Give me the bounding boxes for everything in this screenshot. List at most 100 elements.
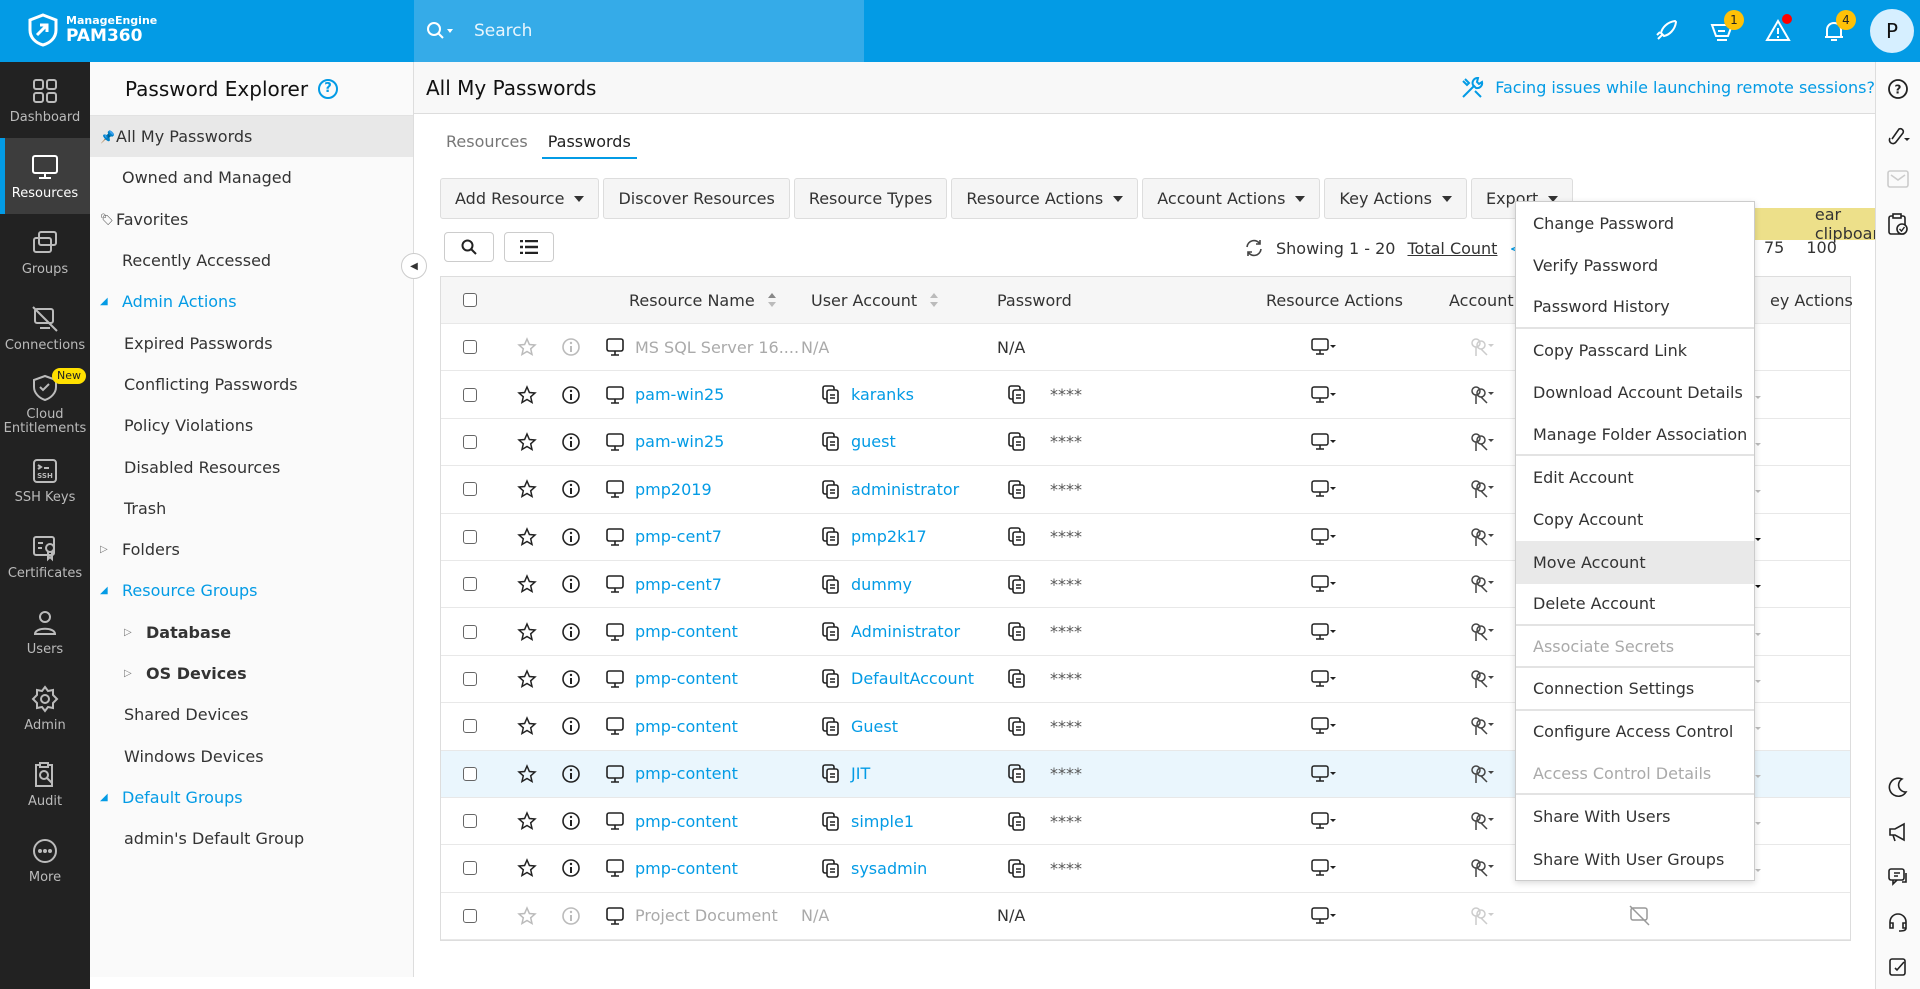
menu-item-share-with-users[interactable]: Share With Users: [1533, 807, 1671, 827]
user-account-link[interactable]: Guest: [851, 716, 898, 736]
star-icon[interactable]: [517, 669, 537, 689]
tree-item-recently-accessed[interactable]: Recently Accessed: [90, 240, 413, 281]
nav-item-dashboard[interactable]: Dashboard: [0, 62, 90, 138]
row-checkbox[interactable]: [463, 577, 477, 592]
resource-name-link[interactable]: pmp-content: [635, 622, 738, 642]
star-icon[interactable]: [517, 811, 537, 831]
nav-item-certificates[interactable]: Certificates: [0, 518, 90, 594]
user-account-link[interactable]: dummy: [851, 574, 912, 594]
tree-item-disabled-resources[interactable]: Disabled Resources: [90, 446, 413, 487]
nav-item-connections[interactable]: Connections: [0, 290, 90, 366]
copy-password-icon[interactable]: [1007, 668, 1027, 689]
remote-session-help-link[interactable]: Facing issues while launching remote ses…: [1459, 75, 1875, 101]
copy-account-icon[interactable]: [821, 479, 841, 500]
account-actions-icon[interactable]: [1469, 668, 1495, 690]
sort-icon[interactable]: [767, 292, 777, 308]
nav-item-cloud-entitlements[interactable]: Cloud Entitlements New: [0, 366, 90, 442]
refresh-icon[interactable]: [1244, 238, 1264, 258]
resource-actions-icon[interactable]: [1311, 811, 1337, 831]
info-icon[interactable]: [561, 858, 581, 878]
tree-item-admin-actions[interactable]: ◢ Admin Actions: [90, 281, 413, 322]
expanded-icon[interactable]: ◢: [100, 296, 108, 308]
account-actions-icon[interactable]: [1469, 526, 1495, 548]
copy-account-icon[interactable]: [821, 763, 841, 784]
copy-account-icon[interactable]: [821, 858, 841, 879]
info-icon[interactable]: [561, 764, 581, 784]
tree-item-shared-devices[interactable]: Shared Devices: [90, 694, 413, 735]
user-account-link[interactable]: karanks: [851, 385, 914, 405]
row-checkbox[interactable]: [463, 671, 477, 686]
resource-name-link[interactable]: pmp-content: [635, 764, 738, 784]
resource-name-link[interactable]: pam-win25: [635, 385, 725, 405]
alerts-button[interactable]: [1750, 0, 1806, 62]
avatar[interactable]: P: [1870, 9, 1914, 53]
star-icon[interactable]: [517, 526, 537, 547]
copy-account-icon[interactable]: [821, 431, 841, 452]
account-actions-icon[interactable]: [1469, 336, 1495, 358]
copy-password-icon[interactable]: [1007, 479, 1027, 500]
copy-password-icon[interactable]: [1007, 574, 1027, 595]
page-size-100[interactable]: 100: [1806, 238, 1837, 257]
account-actions-icon[interactable]: [1469, 857, 1495, 879]
star-icon[interactable]: [517, 337, 537, 357]
star-icon[interactable]: [517, 905, 537, 926]
menu-item-move-account[interactable]: Move Account: [1516, 541, 1754, 584]
row-checkbox[interactable]: [463, 814, 477, 829]
copy-password-icon[interactable]: [1007, 384, 1027, 405]
star-icon[interactable]: [517, 479, 537, 499]
resource-actions-icon[interactable]: [1311, 479, 1337, 499]
tree-item-windows-devices[interactable]: Windows Devices: [90, 735, 413, 776]
feedback-button[interactable]: [1876, 944, 1920, 989]
info-icon[interactable]: [561, 622, 581, 642]
resource-name-link[interactable]: pmp-content: [635, 669, 738, 689]
tree-item-policy-violations[interactable]: Policy Violations: [90, 405, 413, 446]
menu-item-manage-folder-association[interactable]: Manage Folder Association: [1516, 414, 1754, 457]
resource-actions-icon[interactable]: [1311, 385, 1337, 405]
resource-name-link[interactable]: pmp-content: [635, 716, 738, 736]
collapse-panel-button[interactable]: ◀: [401, 253, 427, 279]
cart-button[interactable]: 1: [1694, 0, 1750, 62]
collapsed-icon[interactable]: ▷: [100, 544, 108, 556]
tree-item-resource-groups[interactable]: ◢ Resource Groups: [90, 570, 413, 611]
tree-item-favorites[interactable]: 🏷 Favorites: [90, 199, 413, 240]
copy-account-icon[interactable]: [821, 621, 841, 642]
toolbar-resource-types-button[interactable]: Resource Types: [793, 178, 948, 219]
tree-item-expired-passwords[interactable]: Expired Passwords: [90, 322, 413, 363]
resource-name-link[interactable]: pmp-content: [635, 811, 738, 831]
select-all-checkbox[interactable]: [463, 293, 477, 307]
expanded-icon[interactable]: ◢: [100, 585, 108, 597]
resource-actions-icon[interactable]: [1311, 764, 1337, 784]
chat-button[interactable]: [1876, 854, 1920, 899]
star-icon[interactable]: [517, 621, 537, 642]
info-icon[interactable]: [561, 906, 581, 926]
tree-item-all-my-passwords[interactable]: 📌 All My Passwords: [90, 116, 413, 158]
resource-actions-icon[interactable]: [1311, 716, 1337, 736]
resource-name-link[interactable]: Project Document: [635, 906, 778, 926]
nav-item-ssh-keys[interactable]: SSH SSH Keys: [0, 442, 90, 518]
star-icon[interactable]: [517, 858, 537, 878]
row-checkbox[interactable]: [463, 434, 477, 449]
star-icon[interactable]: [517, 384, 537, 405]
help-button[interactable]: ?: [1876, 66, 1920, 111]
menu-item-copy-passcard-link[interactable]: Copy Passcard Link: [1533, 340, 1687, 360]
menu-item-change-password[interactable]: Change Password: [1533, 213, 1675, 233]
account-actions-icon[interactable]: [1469, 478, 1495, 500]
copy-account-icon[interactable]: [821, 716, 841, 737]
toolbar-resource-actions-button[interactable]: Resource Actions: [951, 178, 1139, 219]
account-actions-icon[interactable]: [1469, 810, 1495, 832]
toolbar-key-actions-button[interactable]: Key Actions: [1324, 178, 1467, 219]
tree-item-trash[interactable]: Trash: [90, 488, 413, 529]
menu-item-download-account-details[interactable]: Download Account Details: [1533, 383, 1743, 403]
search-icon[interactable]: [426, 21, 460, 41]
clipboard-button[interactable]: [1876, 201, 1920, 246]
resource-name-link[interactable]: MS SQL Server 16....: [635, 337, 800, 357]
row-checkbox[interactable]: [463, 387, 477, 402]
user-account-link[interactable]: guest: [851, 432, 896, 452]
resource-actions-icon[interactable]: [1311, 858, 1337, 878]
resource-actions-icon[interactable]: [1311, 337, 1337, 357]
account-actions-icon[interactable]: [1469, 621, 1495, 643]
menu-item-verify-password[interactable]: Verify Password: [1533, 256, 1659, 276]
resource-name-link[interactable]: pmp-content: [635, 858, 738, 878]
info-icon[interactable]: [561, 337, 581, 357]
resource-actions-icon[interactable]: [1311, 906, 1337, 926]
